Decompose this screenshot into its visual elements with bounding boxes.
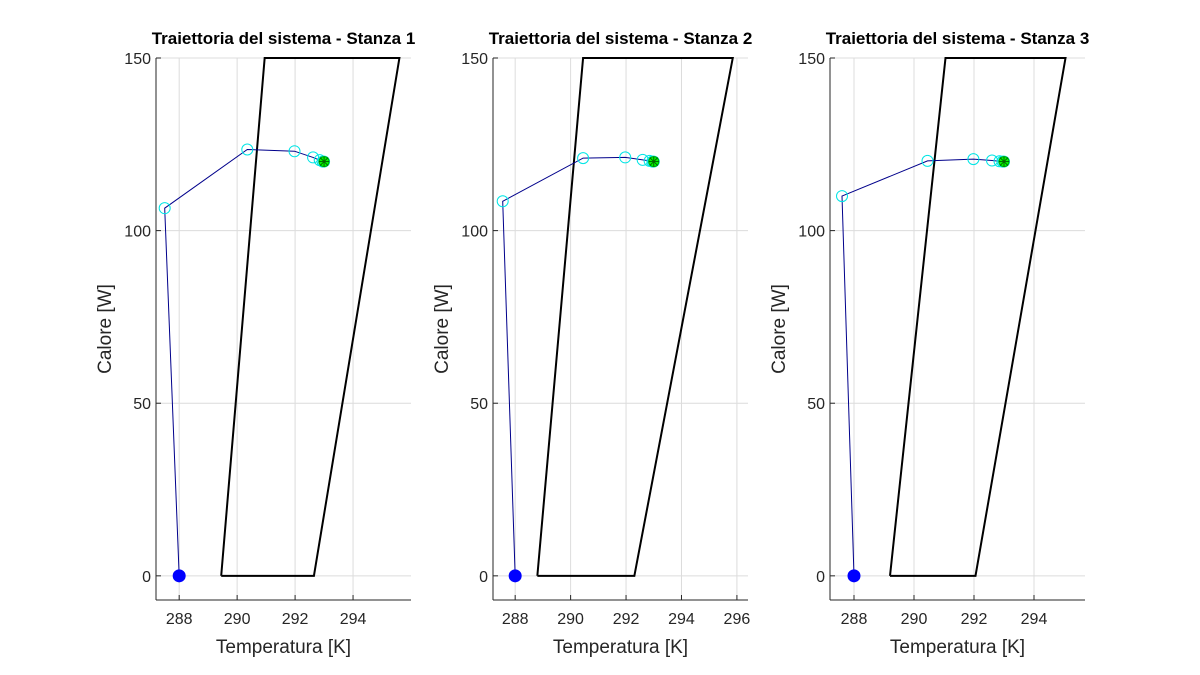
x-tick-label: 294: [668, 611, 695, 628]
y-tick-label: 100: [124, 224, 151, 241]
region-boundary: [536, 57, 734, 577]
plot-area: [830, 58, 1085, 600]
trajectory-point: [288, 145, 301, 158]
start-point: [172, 569, 186, 583]
plot-area: [493, 58, 748, 600]
x-tick-label: 292: [961, 611, 988, 628]
region-boundary: [889, 57, 1067, 577]
y-tick-label: 50: [470, 396, 488, 413]
start-point: [508, 569, 522, 583]
y-axis-label: Calore [W]: [769, 284, 790, 374]
plot-area: [156, 58, 411, 600]
trajectory-point: [619, 151, 632, 164]
trajectory-point: [577, 152, 590, 165]
y-tick-label: 50: [807, 396, 825, 413]
y-tick-label: 0: [479, 569, 488, 586]
x-tick-label: 288: [502, 611, 529, 628]
x-axis-label: Temperatura [K]: [553, 637, 688, 658]
x-tick-label: 292: [613, 611, 640, 628]
x-axis-label: Temperatura [K]: [890, 637, 1025, 658]
trajectory-point: [967, 153, 980, 166]
trajectory-point: [158, 202, 171, 215]
y-tick-label: 150: [124, 51, 151, 68]
x-tick-label: 296: [724, 611, 751, 628]
end-point-asterisk: [319, 156, 330, 167]
y-tick-label: 150: [798, 51, 825, 68]
chart-title: Traiettoria del sistema - Stanza 3: [826, 29, 1090, 48]
x-tick-label: 290: [901, 611, 928, 628]
y-tick-label: 100: [798, 224, 825, 241]
start-point: [847, 569, 861, 583]
asterisk-stroke: [319, 157, 329, 166]
x-tick-label: 290: [557, 611, 584, 628]
y-tick-label: 50: [133, 396, 151, 413]
x-tick-label: 288: [841, 611, 868, 628]
y-tick-label: 0: [816, 569, 825, 586]
x-tick-label: 290: [224, 611, 251, 628]
x-axis-label: Temperatura [K]: [216, 637, 351, 658]
end-point-asterisk: [999, 156, 1009, 167]
y-axis-label: Calore [W]: [432, 284, 453, 374]
y-axis-label: Calore [W]: [95, 284, 116, 374]
asterisk-stroke: [649, 157, 659, 166]
y-tick-label: 150: [461, 51, 488, 68]
trajectory-point: [921, 154, 934, 167]
chart-title: Traiettoria del sistema - Stanza 2: [489, 29, 753, 48]
region-boundary: [220, 57, 401, 577]
asterisk-stroke: [999, 157, 1009, 166]
trajectory-point: [496, 195, 509, 208]
x-tick-label: 292: [282, 611, 309, 628]
x-tick-label: 288: [166, 611, 193, 628]
x-tick-label: 294: [1021, 611, 1048, 628]
trajectory-point: [836, 190, 848, 203]
trajectory-point: [241, 143, 254, 156]
y-tick-label: 0: [142, 569, 151, 586]
x-tick-label: 294: [340, 611, 367, 628]
chart-title: Traiettoria del sistema - Stanza 1: [152, 29, 416, 48]
y-tick-label: 100: [461, 224, 488, 241]
end-point-asterisk: [648, 156, 659, 167]
